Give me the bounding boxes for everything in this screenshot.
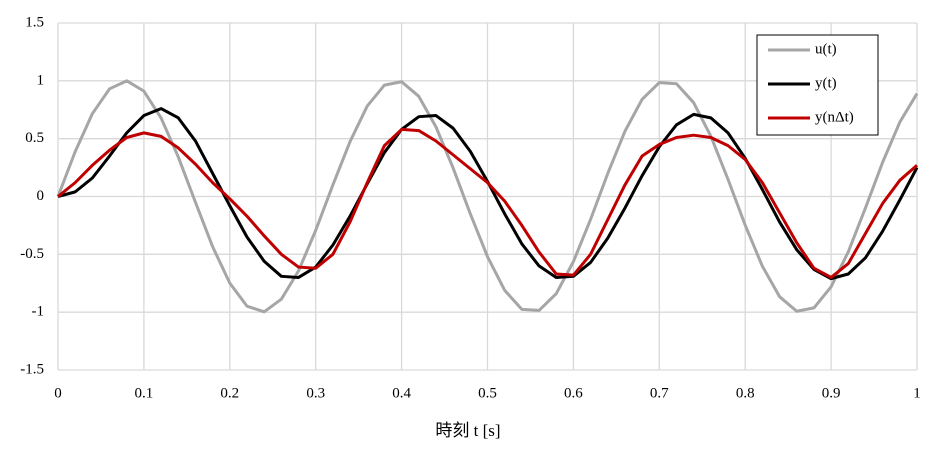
legend-label: u(t) <box>815 41 837 57</box>
x-tick-label: 0.4 <box>392 385 411 401</box>
x-tick-label: 0.9 <box>822 385 841 401</box>
x-tick-label: 1 <box>913 385 921 401</box>
x-tick-label: 0.3 <box>306 385 325 401</box>
x-tick-label: 0.2 <box>220 385 239 401</box>
y-tick-label: 0 <box>37 188 45 204</box>
series-line <box>56 79 919 314</box>
legend-label: y(nΔt) <box>815 109 854 125</box>
y-tick-label: 1 <box>37 72 45 88</box>
x-tick-label: 0.7 <box>650 385 669 401</box>
series-line <box>57 127 918 279</box>
y-tick-label: -0.5 <box>20 246 44 262</box>
x-tick-label: 0.5 <box>478 385 497 401</box>
legend-label: y(t) <box>815 75 837 91</box>
y-tick-label: 1.5 <box>25 14 44 30</box>
y-tick-label: -1.5 <box>20 361 44 377</box>
x-tick-label: 0.8 <box>736 385 755 401</box>
y-tick-label: 0.5 <box>25 130 44 146</box>
x-tick-label: 0.1 <box>135 385 154 401</box>
x-tick-label: 0.6 <box>564 385 583 401</box>
x-axis-label: 時刻 t [s] <box>435 421 500 440</box>
x-tick-label: 0 <box>54 385 62 401</box>
y-tick-label: -1 <box>32 304 45 320</box>
